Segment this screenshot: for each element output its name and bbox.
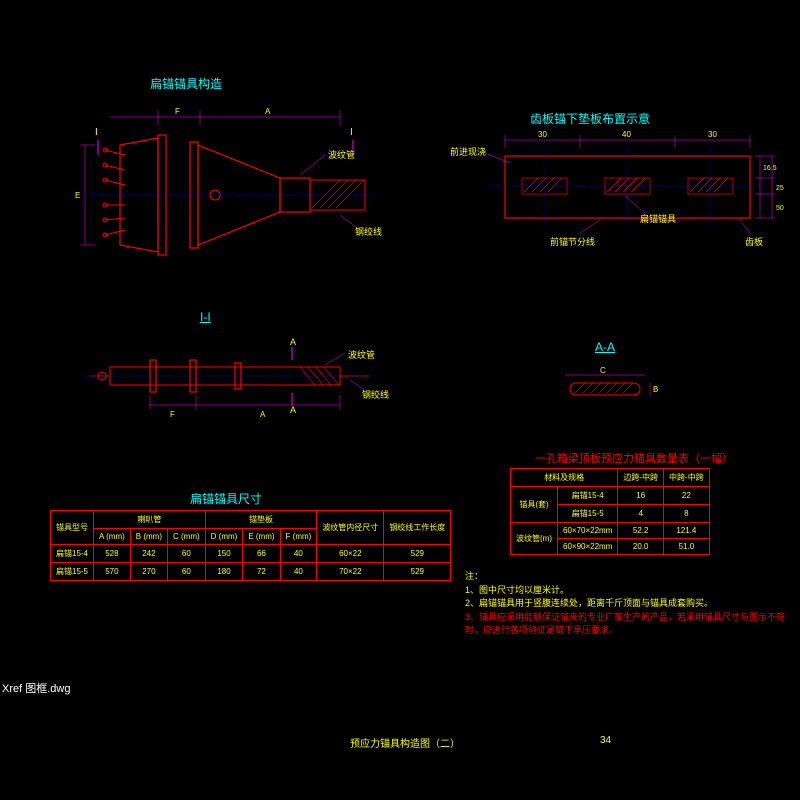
svg-text:F: F — [175, 107, 180, 116]
svg-text:I: I — [350, 127, 353, 138]
notes-block: 注： 1、图中尺寸均以厘米计。 2、扁锚锚具用于竖腹连续处，距离千斤顶面与锚具成… — [465, 570, 785, 638]
table-row: 扁锚15-557027060180724070×22529 — [51, 563, 451, 581]
svg-text:30: 30 — [538, 130, 547, 139]
table-row: 锚具(套)扁锚15-41622 — [511, 487, 710, 505]
footer-title: 预应力锚具构造图（二） — [350, 735, 460, 750]
label-strand-1: 钢绞线 — [355, 225, 382, 238]
svg-text:50: 50 — [776, 205, 784, 212]
svg-text:E: E — [75, 191, 80, 200]
th-b: B (mm) — [130, 529, 167, 545]
table-row: 波纹管(m)60×70×22mm52.2121.4 — [511, 523, 710, 539]
title-anchor-structure: 扁锚锚具构造 — [150, 75, 222, 92]
svg-text:16.5: 16.5 — [763, 165, 777, 172]
th-a: A (mm) — [94, 529, 131, 545]
th-d: D (mm) — [205, 529, 243, 545]
svg-text:A: A — [290, 405, 296, 415]
svg-text:I: I — [95, 127, 98, 138]
plate-layout-drawing: 30 40 30 16.5 25 50 — [450, 128, 790, 268]
section-aa-drawing: C B — [545, 365, 675, 415]
svg-text:A: A — [290, 337, 296, 347]
section-ii-label: I-I — [200, 310, 211, 324]
th-span1: 边跨-中跨 — [618, 469, 664, 487]
note-1: 1、图中尺寸均以厘米计。 — [465, 584, 785, 598]
label-corrugated-pipe-2: 波纹管 — [348, 348, 375, 361]
note-2: 2、扁锚锚具用于竖腹连续处，距离千斤顶面与锚具成套购买。 — [465, 597, 785, 611]
xref-label: Xref 图框.dwg — [2, 680, 70, 696]
svg-text:B: B — [653, 385, 658, 394]
th-span2: 中跨-中跨 — [664, 469, 710, 487]
page-number: 34 — [600, 735, 611, 746]
th-pipe-dim: 波纹管内径尺寸 — [317, 511, 384, 545]
th-work-len: 钢绞线工作长度 — [384, 511, 451, 545]
th-anchor-type: 锚具型号 — [51, 511, 94, 545]
note-3: 3、锚具应采用能够保证锚夹的专业厂家生产的产品，若采用锚具尺寸与图示不符时，应进… — [465, 611, 785, 638]
title-plate-layout: 齿板锚下垫板布置示意 — [530, 110, 650, 127]
label-tooth-plate: 齿板 — [745, 235, 763, 248]
svg-text:30: 30 — [708, 130, 717, 139]
section-ii-drawing: A A F A — [60, 335, 390, 435]
anchor-elevation-drawing: F A I I E — [50, 100, 380, 280]
table2-title: 一孔箱梁顶板预应力锚具数量表（一幅） — [535, 450, 733, 466]
svg-text:C: C — [600, 366, 606, 375]
label-corrugated-pipe-1: 波纹管 — [328, 148, 355, 161]
th-f: F (mm) — [280, 529, 317, 545]
svg-text:A: A — [265, 107, 271, 116]
svg-text:F: F — [170, 410, 175, 419]
svg-text:A: A — [260, 410, 266, 419]
label-front-cast: 前进现浇 — [450, 145, 486, 158]
th-trumpet: 喇叭管 — [94, 511, 206, 529]
label-strand-2: 钢绞线 — [362, 388, 389, 401]
table1-title: 扁锚锚具尺寸 — [190, 490, 262, 507]
svg-text:40: 40 — [622, 130, 631, 139]
anchor-quantity-table: 材料及规格 边跨-中跨 中跨-中跨 锚具(套)扁锚15-41622 扁锚15-5… — [510, 468, 710, 555]
anchor-dimensions-table: 锚具型号 喇叭管 锚垫板 波纹管内径尺寸 钢绞线工作长度 A (mm) B (m… — [50, 510, 451, 581]
th-material: 材料及规格 — [511, 469, 618, 487]
label-front-segment: 前锚节分线 — [550, 235, 595, 248]
section-aa-label: A-A — [595, 340, 615, 354]
label-anchor-device: 扁锚锚具 — [640, 212, 676, 225]
th-e: E (mm) — [243, 529, 280, 545]
th-plate: 锚垫板 — [205, 511, 317, 529]
th-c: C (mm) — [168, 529, 206, 545]
svg-text:25: 25 — [776, 185, 784, 192]
notes-heading: 注： — [465, 570, 785, 584]
table-row: 扁锚15-452824260150664060×22529 — [51, 545, 451, 563]
